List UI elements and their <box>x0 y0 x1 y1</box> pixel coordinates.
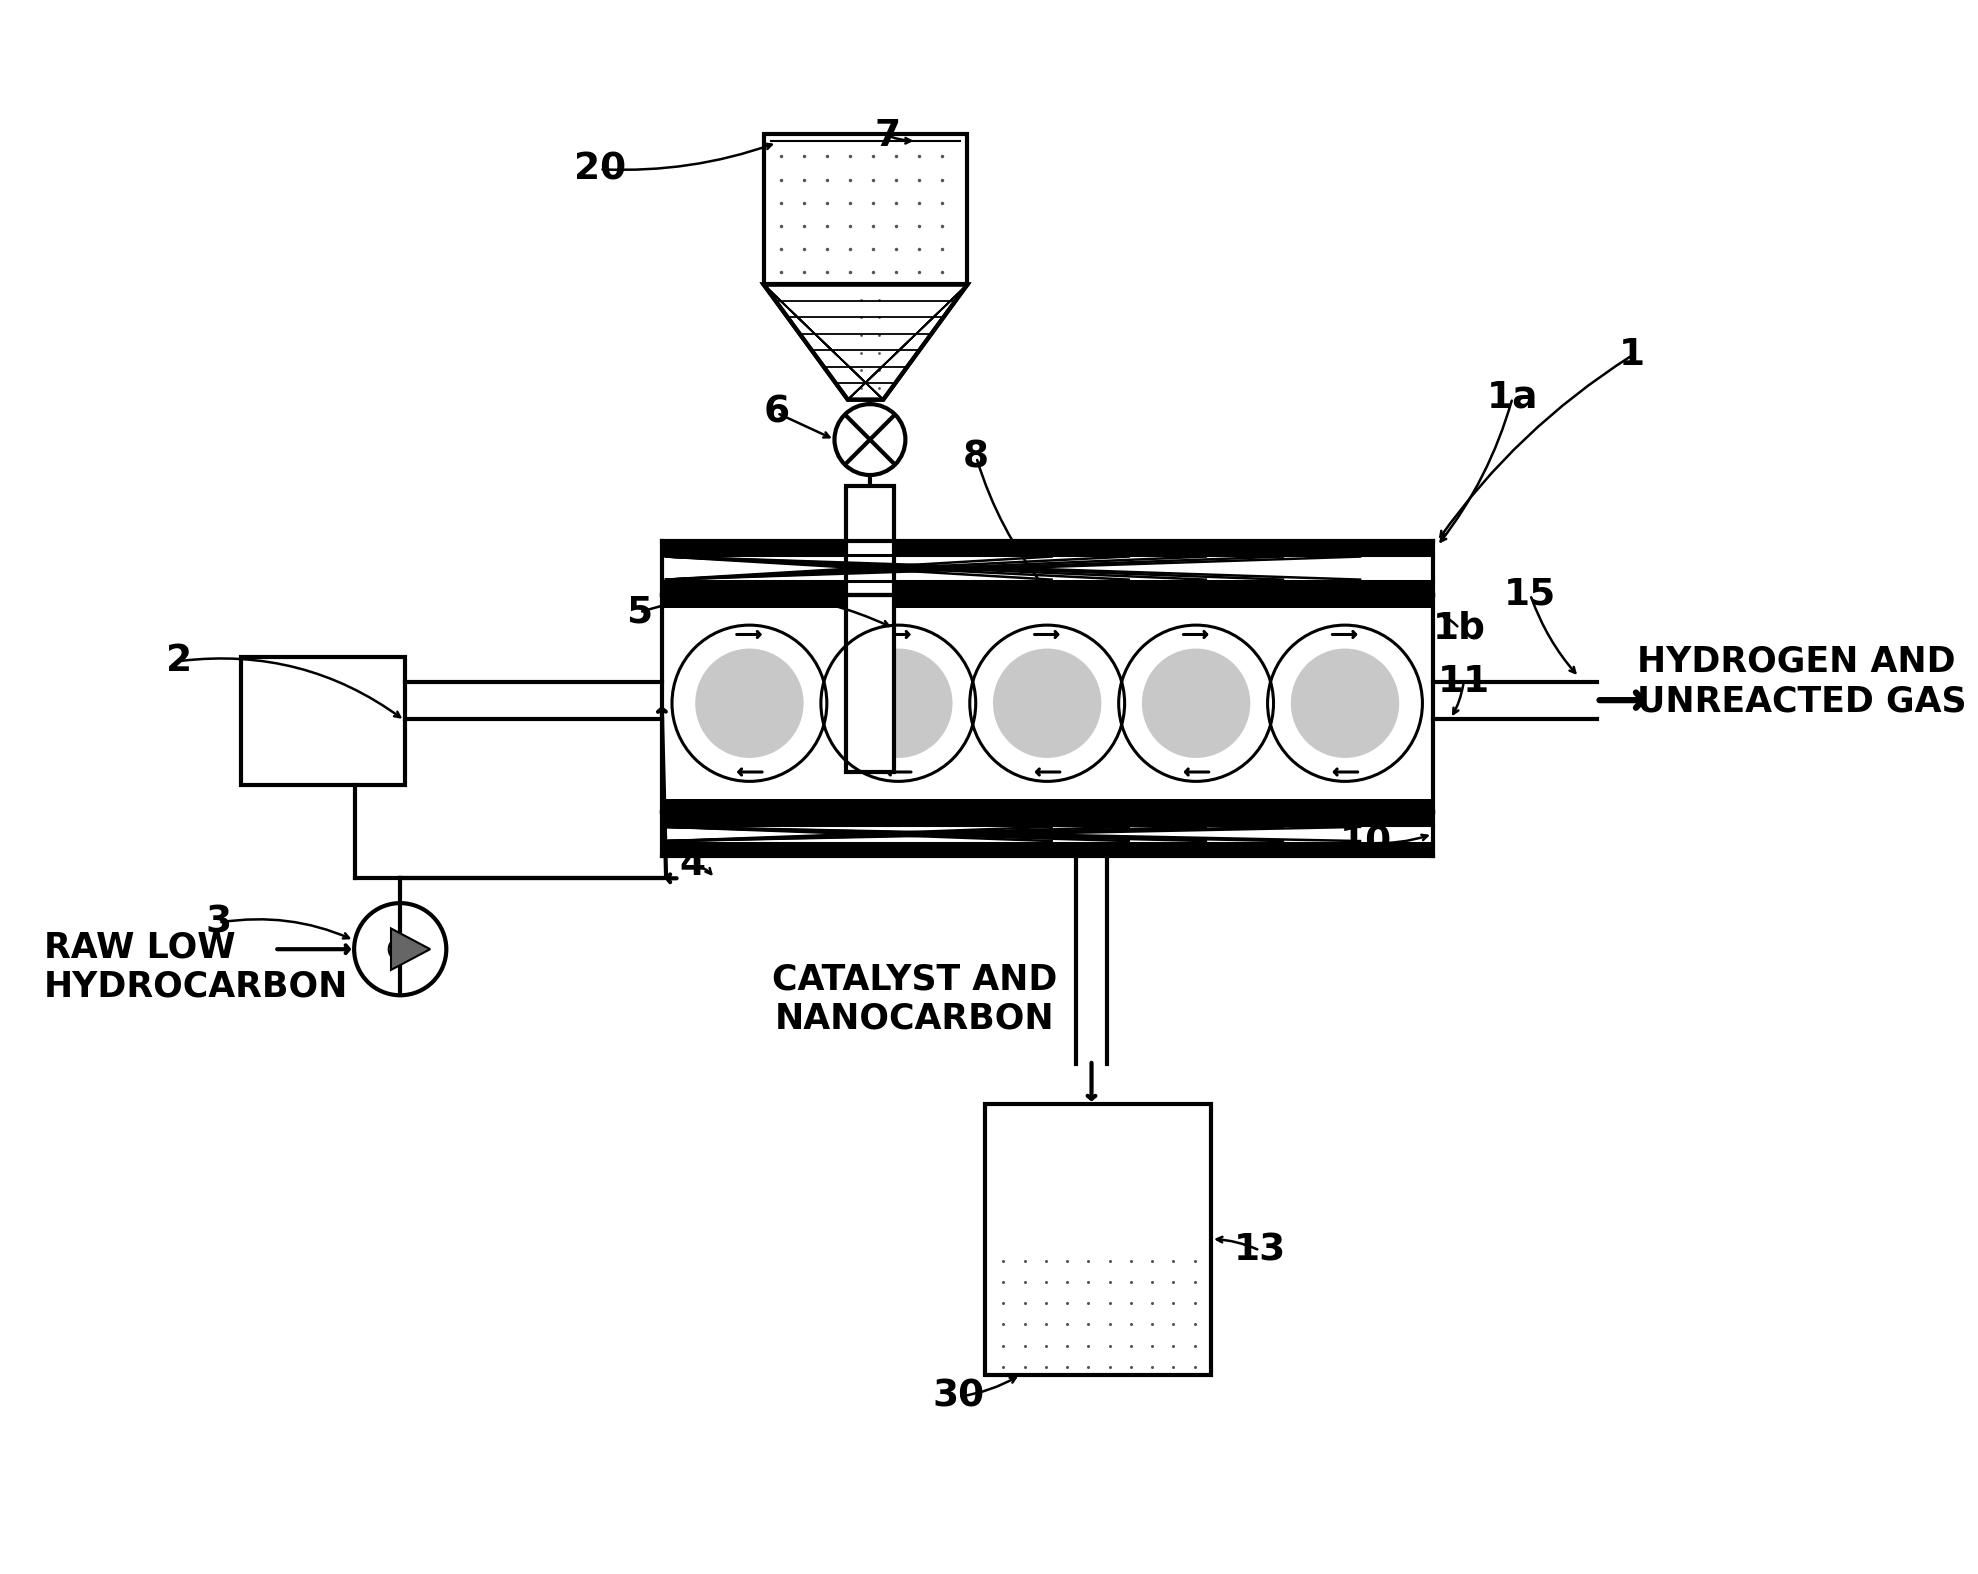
Ellipse shape <box>993 648 1102 759</box>
Ellipse shape <box>1141 648 1250 759</box>
Bar <box>663 812 1432 825</box>
Text: 3: 3 <box>206 905 231 941</box>
Text: RAW LOW
HYDROCARBON: RAW LOW HYDROCARBON <box>44 930 348 1004</box>
Text: 1: 1 <box>1620 337 1646 373</box>
Bar <box>663 581 1432 595</box>
Text: 20: 20 <box>574 151 625 187</box>
Text: 7: 7 <box>874 118 900 154</box>
Bar <box>663 842 1432 856</box>
Bar <box>847 486 894 771</box>
Ellipse shape <box>694 648 803 759</box>
Bar <box>985 1105 1211 1374</box>
Bar <box>663 554 1432 581</box>
Bar <box>663 825 1432 842</box>
Ellipse shape <box>1292 648 1398 759</box>
Text: 10: 10 <box>1341 825 1393 861</box>
Bar <box>663 595 1432 608</box>
Circle shape <box>390 938 411 960</box>
Text: 4: 4 <box>680 847 706 883</box>
Text: 30: 30 <box>932 1379 985 1415</box>
Text: 1b: 1b <box>1432 611 1485 647</box>
Text: CATALYST AND
NANOCARBON: CATALYST AND NANOCARBON <box>771 962 1056 1036</box>
Text: 8: 8 <box>963 439 989 475</box>
Ellipse shape <box>845 648 953 759</box>
Bar <box>241 656 405 785</box>
Text: 13: 13 <box>1234 1232 1286 1269</box>
Text: 5: 5 <box>627 595 653 631</box>
Text: 11: 11 <box>1438 664 1489 699</box>
Polygon shape <box>764 285 967 400</box>
Text: 15: 15 <box>1503 576 1557 612</box>
Text: 2: 2 <box>166 644 192 678</box>
Text: 1a: 1a <box>1487 379 1539 416</box>
Polygon shape <box>392 929 429 970</box>
Bar <box>663 798 1432 812</box>
Bar <box>764 134 967 285</box>
Bar <box>663 608 1432 798</box>
Circle shape <box>354 903 447 995</box>
Bar <box>663 541 1432 554</box>
Text: HYDROGEN AND
UNREACTED GAS: HYDROGEN AND UNREACTED GAS <box>1636 645 1966 718</box>
Circle shape <box>835 405 906 475</box>
Text: 6: 6 <box>764 395 789 431</box>
